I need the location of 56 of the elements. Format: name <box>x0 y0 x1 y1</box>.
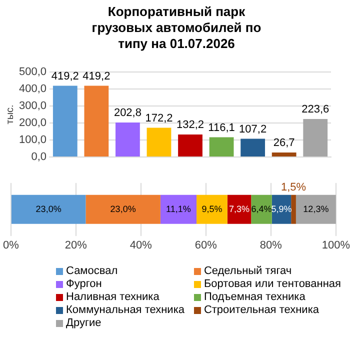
bar <box>11 194 86 224</box>
y-tick-label: 300,0 <box>18 100 47 112</box>
x-tick-label: 40% <box>130 239 152 252</box>
x-tick-label: 80% <box>260 239 282 252</box>
data-label: 23,0% <box>110 204 136 214</box>
data-label: 23,0% <box>36 204 62 214</box>
legend-label: Наливная техника <box>66 291 160 303</box>
data-label: 12,3% <box>303 204 329 214</box>
bar <box>240 138 266 156</box>
data-label: 419,2 <box>82 70 110 82</box>
data-label: 223,6 <box>302 104 330 116</box>
bar <box>86 194 160 224</box>
y-axis-title: тыс. <box>4 104 16 124</box>
legend-label: Фургон <box>66 278 102 290</box>
y-tick-label: 500,0 <box>18 66 47 78</box>
data-label: 5,9% <box>271 204 292 214</box>
data-label: 11,1% <box>166 204 191 214</box>
legend-label: Седельный тягач <box>204 265 292 277</box>
data-label: 1,5% <box>280 181 306 194</box>
legend-label: Подъемная техника <box>204 291 306 303</box>
data-label: 202,8 <box>114 107 142 120</box>
y-tick-label: 0,0 <box>31 151 47 164</box>
legend-label: Коммунальная техника <box>66 304 185 316</box>
bar <box>272 152 296 156</box>
data-label: 7,3% <box>228 204 250 214</box>
x-tick-label: 60% <box>194 239 218 252</box>
bar <box>160 194 197 224</box>
legend-label: Другие <box>66 317 102 329</box>
bar <box>209 137 234 156</box>
data-label: 116,1 <box>208 122 235 134</box>
data-label: 9,5% <box>202 204 222 214</box>
x-tick-label: 20% <box>64 239 88 252</box>
legend-label: Самосвал <box>66 265 118 277</box>
bar <box>303 118 328 156</box>
x-tick-label: 0% <box>2 239 20 252</box>
y-tick-label: 200,0 <box>18 117 47 130</box>
data-label: 26,7 <box>273 136 295 149</box>
data-label: 107,2 <box>239 123 267 136</box>
bar <box>84 86 109 156</box>
bar <box>196 194 228 224</box>
legend-label: Строительная техника <box>204 304 320 316</box>
bar <box>291 194 296 224</box>
x-tick-label: 100% <box>322 239 350 252</box>
bar <box>116 122 140 156</box>
data-label: 132,2 <box>176 119 204 132</box>
bar <box>178 134 202 156</box>
data-label: 419,2 <box>51 70 79 82</box>
bar <box>52 86 78 156</box>
chart-title: Корпоративный парк грузовых автомобилей по типу на 01.07.2026 <box>90 4 262 52</box>
legend-label: Бортовая или тентованная <box>204 278 341 290</box>
y-tick-label: 400,0 <box>18 83 47 96</box>
bar <box>296 194 336 224</box>
y-tick-label: 100,0 <box>18 134 47 146</box>
data-label: 6,4% <box>251 204 272 214</box>
data-label: 172,2 <box>145 112 173 124</box>
bar <box>146 128 172 156</box>
